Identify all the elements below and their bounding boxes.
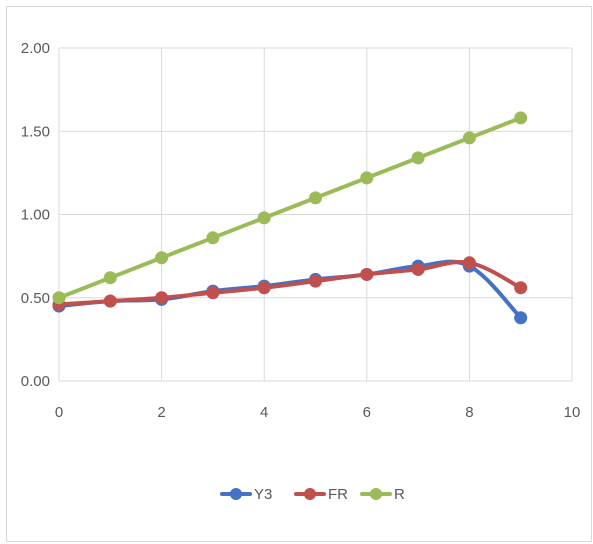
data-point-fr xyxy=(462,256,476,270)
legend-item-r: R xyxy=(360,486,405,503)
y-tick-label: 1.50 xyxy=(21,123,50,140)
x-tick-label: 0 xyxy=(55,404,63,421)
data-point-fr xyxy=(103,294,117,308)
legend-marker xyxy=(370,488,382,500)
x-tick-label: 8 xyxy=(465,404,473,421)
x-tick-label: 10 xyxy=(564,404,581,421)
legend-item-fr: FR xyxy=(294,486,348,503)
data-point-fr xyxy=(411,262,425,276)
series-layer xyxy=(52,111,528,325)
data-point-r xyxy=(411,151,425,165)
data-point-fr xyxy=(514,281,528,295)
data-point-r xyxy=(514,111,528,125)
x-axis-tick-labels: 0 2 4 6 8 10 xyxy=(55,404,581,421)
legend-label: R xyxy=(394,486,405,503)
legend-label: Y3 xyxy=(254,486,272,503)
legend-label: FR xyxy=(328,486,348,503)
y-axis-tick-labels: 0.00 0.50 1.00 1.50 2.00 xyxy=(21,40,50,390)
series-line-fr xyxy=(57,260,523,307)
data-point-r xyxy=(257,211,271,225)
gridlines xyxy=(58,47,573,382)
series-line-r xyxy=(57,115,523,300)
data-point-fr xyxy=(360,267,374,281)
series-r xyxy=(52,111,528,305)
x-tick-label: 2 xyxy=(157,404,165,421)
data-point-r xyxy=(155,251,169,265)
data-point-fr xyxy=(155,291,169,305)
data-point-fr xyxy=(309,274,322,288)
legend-marker xyxy=(230,488,242,500)
legend-item-y3: Y3 xyxy=(220,486,272,503)
data-point-r xyxy=(309,191,322,205)
data-point-r xyxy=(206,231,220,245)
data-point-r xyxy=(360,171,374,185)
series-fr xyxy=(52,256,528,311)
data-point-y3 xyxy=(514,311,528,325)
data-point-r xyxy=(462,131,476,145)
legend: Y3 FR R xyxy=(220,486,405,503)
series-y3 xyxy=(52,259,528,325)
data-point-r xyxy=(103,271,117,285)
x-tick-label: 6 xyxy=(363,404,371,421)
data-point-fr xyxy=(206,286,220,300)
legend-marker xyxy=(304,488,316,500)
y-tick-label: 1.00 xyxy=(21,207,50,224)
data-point-fr xyxy=(257,281,271,295)
data-point-r xyxy=(52,291,66,305)
y-tick-label: 0.00 xyxy=(21,373,50,390)
x-tick-label: 4 xyxy=(260,404,268,421)
y-tick-label: 2.00 xyxy=(21,40,50,57)
y-tick-label: 0.50 xyxy=(21,290,50,307)
